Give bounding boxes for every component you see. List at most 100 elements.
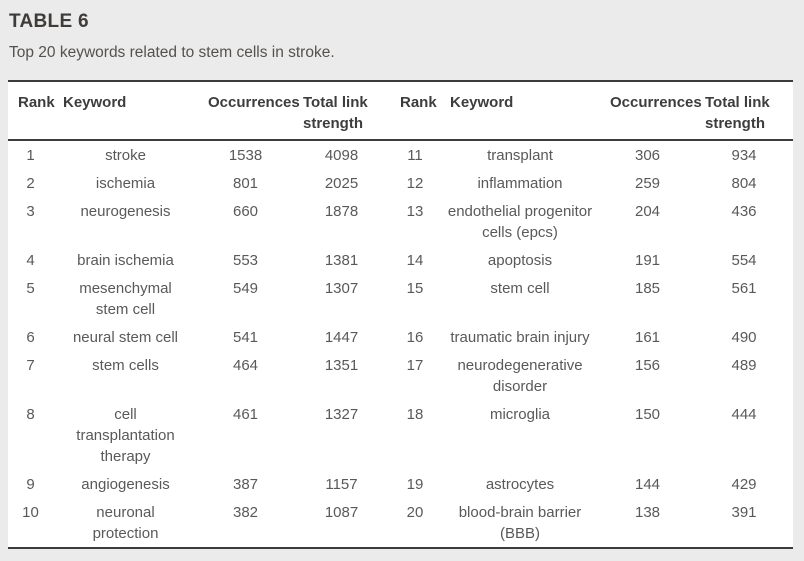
occurrences-cell: 660 xyxy=(232,203,259,220)
rank-cell: 4 xyxy=(26,252,35,269)
rank-cell: 1 xyxy=(26,147,35,164)
table-row: 8 cell transplantation therapy 461 1327 … xyxy=(8,400,793,470)
keyword-cell: mesenchymal stem cell xyxy=(79,280,172,318)
keyword-cell: neural stem cell xyxy=(72,329,179,346)
total-link-strength-cell: 1381 xyxy=(324,252,359,269)
total-link-strength-cell: 804 xyxy=(731,175,757,192)
occurrences-cell: 464 xyxy=(232,357,259,374)
occurrences-cell: 185 xyxy=(634,280,661,297)
table-row: 4 brain ischemia 553 1381 14 apoptosis 1… xyxy=(8,246,793,274)
total-link-strength-cell: 1157 xyxy=(325,476,358,493)
occurrences-cell: 382 xyxy=(232,504,259,521)
table-row: 10 neuronal protection 382 1087 20 blood… xyxy=(8,498,793,547)
keyword-cell: microglia xyxy=(489,406,550,423)
header-total-link-strength-left: Total link strength xyxy=(303,94,368,132)
keyword-cell: neurogenesis xyxy=(80,203,171,220)
keyword-cell: transplant xyxy=(487,147,553,164)
total-link-strength-cell: 1351 xyxy=(324,357,359,374)
table-caption: Top 20 keywords related to stem cells in… xyxy=(9,44,335,61)
total-link-strength-cell: 934 xyxy=(731,147,757,164)
rank-cell: 16 xyxy=(406,329,424,346)
keyword-cell: stroke xyxy=(105,147,146,164)
keyword-cell: astrocytes xyxy=(485,476,555,493)
table-row: 1 stroke 1538 4098 11 transplant 306 934 xyxy=(8,141,793,169)
table-row: 6 neural stem cell 541 1447 16 traumatic… xyxy=(8,323,793,351)
occurrences-cell: 549 xyxy=(232,280,259,297)
keyword-cell: stem cell xyxy=(490,280,550,297)
rank-cell: 7 xyxy=(26,357,35,374)
total-link-strength-cell: 2025 xyxy=(324,175,359,192)
rank-cell: 2 xyxy=(26,175,35,192)
header-rank-right: Rank xyxy=(400,94,437,111)
rank-cell: 18 xyxy=(406,406,424,423)
total-link-strength-cell: 1087 xyxy=(324,504,359,521)
total-link-strength-cell: 436 xyxy=(731,203,757,220)
header-occurrences-right: Occurrences xyxy=(610,94,702,111)
occurrences-cell: 801 xyxy=(232,175,259,192)
rank-cell: 6 xyxy=(26,329,35,346)
occurrences-cell: 461 xyxy=(232,406,259,423)
table-title: TABLE 6 xyxy=(9,11,89,32)
keyword-cell: blood-brain barrier (BBB) xyxy=(458,504,582,542)
occurrences-cell: 1538 xyxy=(228,147,263,164)
header-keyword-left: Keyword xyxy=(63,94,127,111)
rank-cell: 13 xyxy=(406,203,424,220)
table-row: 3 neurogenesis 660 1878 13 endothelial p… xyxy=(8,197,793,246)
total-link-strength-cell: 489 xyxy=(731,357,757,374)
total-link-strength-cell: 444 xyxy=(731,406,757,423)
rank-cell: 3 xyxy=(26,203,35,220)
occurrences-cell: 387 xyxy=(232,476,259,493)
rank-cell: 10 xyxy=(22,504,39,521)
occurrences-cell: 553 xyxy=(232,252,259,269)
keyword-cell: angiogenesis xyxy=(81,476,170,493)
occurrences-cell: 156 xyxy=(634,357,661,374)
header-occurrences-left: Occurrences xyxy=(208,94,300,111)
total-link-strength-cell: 429 xyxy=(731,476,757,493)
rank-cell: 11 xyxy=(407,147,423,164)
keyword-cell: endothelial progenitor cells (epcs) xyxy=(447,203,593,241)
table-row: 9 angiogenesis 387 1157 19 astrocytes 14… xyxy=(8,470,793,498)
header-keyword-right: Keyword xyxy=(450,94,514,111)
keyword-cell: ischemia xyxy=(95,175,156,192)
keyword-cell: traumatic brain injury xyxy=(450,329,590,346)
header-total-link-strength-right: Total link strength xyxy=(705,94,770,132)
keyword-cell: neuronal protection xyxy=(92,504,159,542)
total-link-strength-cell: 1327 xyxy=(324,406,359,423)
table-header-row: Rank Keyword Occurrences Total link stre… xyxy=(8,82,793,141)
total-link-strength-cell: 1307 xyxy=(324,280,359,297)
table-row: 7 stem cells 464 1351 17 neurodegenerati… xyxy=(8,351,793,400)
keyword-cell: cell transplantation therapy xyxy=(76,406,175,465)
rank-cell: 12 xyxy=(406,175,424,192)
total-link-strength-cell: 1447 xyxy=(324,329,359,346)
rank-cell: 5 xyxy=(26,280,35,297)
keyword-cell: apoptosis xyxy=(487,252,553,269)
occurrences-cell: 191 xyxy=(634,252,661,269)
header-rank-left: Rank xyxy=(18,94,55,111)
rank-cell: 19 xyxy=(406,476,424,493)
total-link-strength-cell: 391 xyxy=(731,504,757,521)
occurrences-cell: 161 xyxy=(634,329,661,346)
table-row: 2 ischemia 801 2025 12 inflammation 259 … xyxy=(8,169,793,197)
total-link-strength-cell: 561 xyxy=(731,280,757,297)
occurrences-cell: 204 xyxy=(634,203,661,220)
total-link-strength-cell: 1878 xyxy=(324,203,359,220)
table-row: 5 mesenchymal stem cell 549 1307 15 stem… xyxy=(8,274,793,323)
occurrences-cell: 541 xyxy=(232,329,259,346)
occurrences-cell: 150 xyxy=(634,406,661,423)
keyword-cell: inflammation xyxy=(477,175,563,192)
rank-cell: 15 xyxy=(406,280,424,297)
keywords-table: Rank Keyword Occurrences Total link stre… xyxy=(8,80,793,549)
total-link-strength-cell: 4098 xyxy=(324,147,359,164)
keyword-cell: brain ischemia xyxy=(77,252,174,269)
rank-cell: 17 xyxy=(406,357,424,374)
occurrences-cell: 306 xyxy=(634,147,661,164)
occurrences-cell: 138 xyxy=(634,504,661,521)
keyword-cell: neurodegenerative disorder xyxy=(457,357,583,395)
rank-cell: 8 xyxy=(26,406,35,423)
rank-cell: 9 xyxy=(26,476,35,493)
total-link-strength-cell: 490 xyxy=(731,329,757,346)
occurrences-cell: 259 xyxy=(634,175,661,192)
total-link-strength-cell: 554 xyxy=(731,252,757,269)
rank-cell: 14 xyxy=(406,252,424,269)
